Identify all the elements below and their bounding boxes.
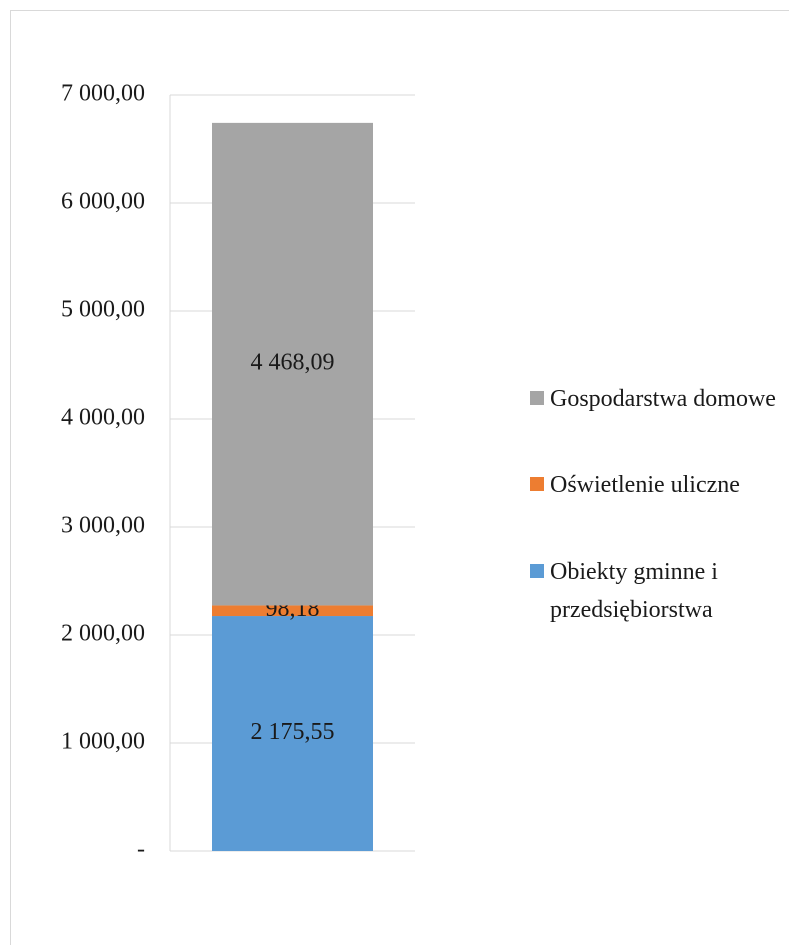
legend-item: Oświetlenie uliczne: [530, 466, 782, 504]
y-tick-label: 7 000,00: [61, 81, 145, 107]
data-label: 2 175,55: [251, 719, 335, 745]
y-tick-label: 3 000,00: [61, 513, 145, 539]
legend-label: Obiekty gminne i przedsiębiorstwa: [550, 559, 718, 623]
y-tick-label: 6 000,00: [61, 189, 145, 215]
legend-swatch: [530, 391, 544, 405]
y-tick-label: 5 000,00: [61, 297, 145, 323]
legend-swatch: [530, 564, 544, 578]
y-tick-label: -: [137, 837, 145, 863]
y-tick-label: 4 000,00: [61, 405, 145, 431]
data-label: 4 468,09: [251, 350, 335, 376]
legend-item: Gospodarstwa domowe: [530, 380, 782, 418]
bar-segment: [212, 605, 373, 617]
y-tick-label: 1 000,00: [61, 729, 145, 755]
y-tick-label: 2 000,00: [61, 621, 145, 647]
legend-label: Gospodarstwa domowe: [550, 386, 776, 412]
bar-segment: [212, 122, 373, 606]
legend-item: Obiekty gminne i przedsiębiorstwa: [530, 553, 782, 629]
chart-border: [10, 10, 789, 945]
legend-swatch: [530, 477, 544, 491]
legend-label: Oświetlenie uliczne: [550, 472, 740, 498]
bar-segment: [212, 616, 373, 851]
